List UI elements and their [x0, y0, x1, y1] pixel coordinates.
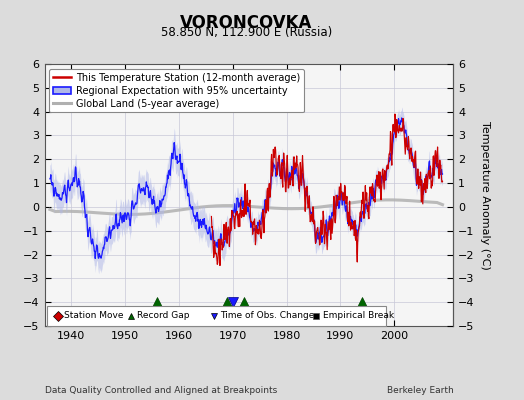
FancyBboxPatch shape: [47, 306, 387, 326]
Text: Berkeley Earth: Berkeley Earth: [387, 386, 453, 395]
Text: 58.850 N, 112.900 E (Russia): 58.850 N, 112.900 E (Russia): [161, 26, 332, 39]
Text: VORONCOVKA: VORONCOVKA: [180, 14, 312, 32]
Text: Time of Obs. Change: Time of Obs. Change: [221, 312, 315, 320]
Y-axis label: Temperature Anomaly (°C): Temperature Anomaly (°C): [480, 121, 490, 269]
Text: Record Gap: Record Gap: [137, 312, 190, 320]
Text: Empirical Break: Empirical Break: [323, 312, 394, 320]
Legend: This Temperature Station (12-month average), Regional Expectation with 95% uncer: This Temperature Station (12-month avera…: [49, 69, 304, 112]
Text: Station Move: Station Move: [64, 312, 124, 320]
Text: Data Quality Controlled and Aligned at Breakpoints: Data Quality Controlled and Aligned at B…: [45, 386, 277, 395]
